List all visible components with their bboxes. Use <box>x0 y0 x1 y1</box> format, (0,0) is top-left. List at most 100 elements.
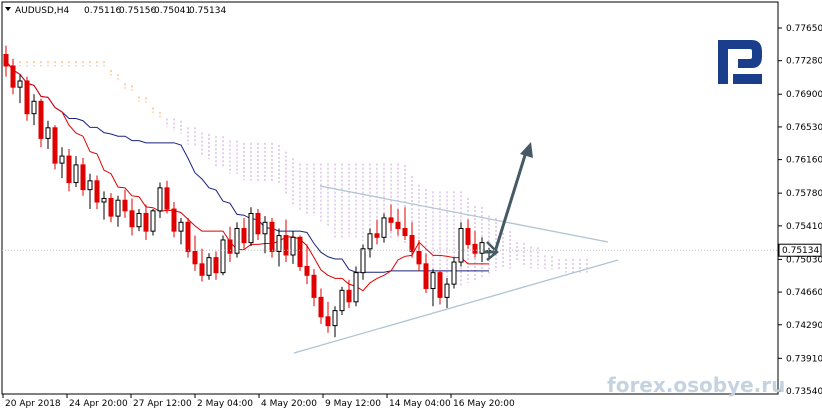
candle <box>388 204 394 232</box>
triangle-lower-line <box>293 259 619 354</box>
candle <box>248 207 254 247</box>
candle <box>311 269 317 307</box>
triangle-upper-line <box>319 185 609 243</box>
candle <box>367 228 373 258</box>
y-axis-tick-label: 0.75030 <box>786 255 822 265</box>
candle <box>381 213 387 243</box>
candle <box>143 204 149 240</box>
candle <box>416 239 422 271</box>
candle <box>472 231 478 258</box>
y-axis-tick-label: 0.75780 <box>786 189 822 199</box>
x-axis-tick-label: 14 May 04:00 <box>389 399 451 409</box>
candle <box>423 253 429 293</box>
candle <box>52 125 58 170</box>
candle <box>115 195 121 227</box>
y-axis-tick-label: 0.76160 <box>786 156 822 166</box>
x-axis-tick-label: 24 Apr 20:00 <box>69 399 128 409</box>
kijun-sen-line <box>5 60 489 273</box>
candle <box>395 209 401 236</box>
symbol-label: AUDUSD,H4 <box>15 6 70 16</box>
candle <box>17 74 23 104</box>
candle <box>318 288 324 324</box>
current-price-box <box>778 243 822 257</box>
y-axis-tick-label: 0.75410 <box>786 222 822 232</box>
candle <box>213 251 219 280</box>
candle <box>87 173 93 210</box>
candle <box>66 149 72 192</box>
plot-frame <box>1 1 779 395</box>
candle <box>220 235 226 276</box>
candle <box>276 228 282 267</box>
candle <box>129 198 135 236</box>
candle <box>94 175 100 210</box>
y-axis-tick-label: 0.73540 <box>786 387 822 397</box>
candle <box>3 45 9 77</box>
ohlc-close: 0.75134 <box>189 6 226 16</box>
candle <box>45 120 51 149</box>
candle <box>199 248 205 282</box>
x-axis-tick-label: 9 May 12:00 <box>325 399 381 409</box>
candle <box>10 58 16 95</box>
y-axis-tick-label: 0.77650 <box>786 24 822 34</box>
candle <box>38 98 44 148</box>
candle <box>458 222 464 267</box>
candle <box>255 209 261 240</box>
candle <box>24 76 30 121</box>
candle <box>374 219 380 245</box>
candle <box>122 189 128 218</box>
candle <box>402 207 408 240</box>
candle <box>430 269 436 307</box>
candle <box>409 222 415 258</box>
tenkan-sen-line <box>5 60 489 292</box>
broker-logo-icon <box>718 40 762 84</box>
candle <box>31 94 37 126</box>
candle <box>164 180 170 214</box>
y-axis-tick-label: 0.73910 <box>786 354 822 364</box>
candle <box>332 306 338 338</box>
x-axis-tick-label: 2 May 04:00 <box>197 399 253 409</box>
candle <box>59 147 65 179</box>
candle <box>479 237 485 263</box>
candle <box>234 222 240 258</box>
candle <box>325 301 331 333</box>
candle <box>157 182 163 218</box>
forecast-arrow-tail-icon <box>486 241 499 261</box>
candle <box>269 217 275 258</box>
candle <box>283 219 289 263</box>
triangle-down-icon[interactable] <box>5 7 11 11</box>
candle <box>465 219 471 249</box>
forecast-arrow-head <box>520 142 533 158</box>
watermark-text: forex.osobye.ru <box>607 373 785 397</box>
candle <box>451 257 457 289</box>
y-axis-tick-label: 0.74290 <box>786 321 822 331</box>
candle <box>241 217 247 249</box>
candle <box>297 235 303 271</box>
candle <box>339 286 345 316</box>
x-axis-tick-label: 4 May 20:00 <box>261 399 317 409</box>
y-axis-tick-label: 0.76900 <box>786 90 822 100</box>
candle <box>171 201 177 238</box>
candle <box>227 226 233 263</box>
x-axis-tick-label: 16 May 20:00 <box>453 399 515 409</box>
candle <box>444 277 450 308</box>
candle <box>437 270 443 305</box>
candle <box>108 193 114 223</box>
candle <box>360 244 366 280</box>
candle <box>206 253 212 280</box>
candle <box>101 191 107 220</box>
candle <box>136 209 142 232</box>
y-axis-tick-label: 0.76530 <box>786 123 822 133</box>
x-axis-tick-label: 20 Apr 2018 <box>5 399 61 409</box>
y-axis-tick-label: 0.77280 <box>786 57 822 67</box>
current-price-label: 0.75134 <box>782 246 819 256</box>
candle <box>80 157 86 196</box>
candle <box>262 216 268 254</box>
candle <box>150 209 156 236</box>
y-axis-tick-label: 0.74660 <box>786 288 822 298</box>
candle <box>192 235 198 271</box>
candle <box>353 266 359 307</box>
x-axis-tick-label: 27 Apr 12:00 <box>133 399 192 409</box>
candle <box>290 231 296 264</box>
